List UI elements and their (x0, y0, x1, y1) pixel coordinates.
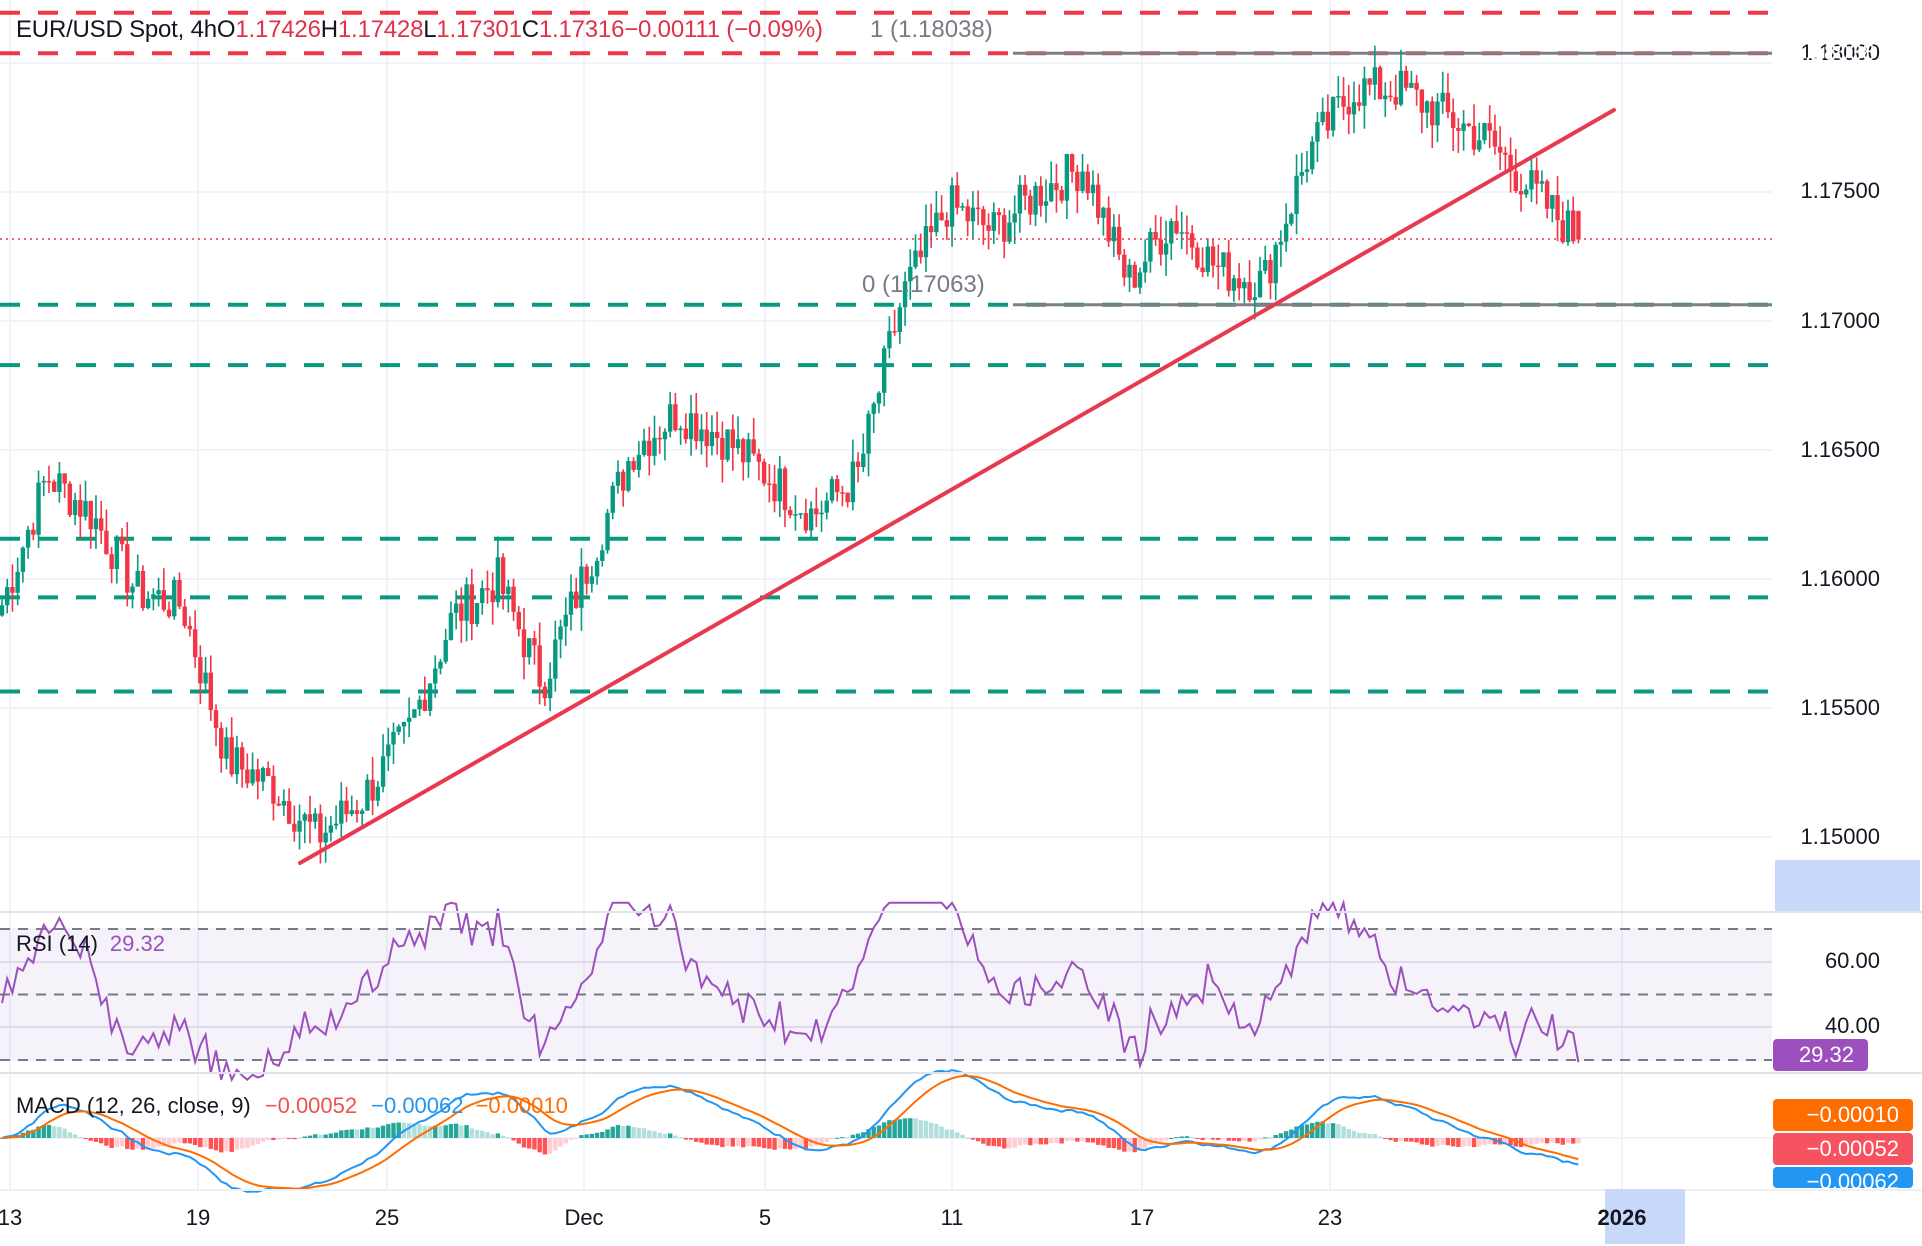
close-value: 1.17316 (538, 16, 625, 43)
change-value: −0.00111 (−0.09%) (624, 16, 823, 43)
rsi-value: 29.32 (109, 931, 165, 956)
time-tick: 25 (374, 1205, 400, 1230)
price-tick: 1.16000 (1800, 566, 1880, 591)
price-tick: 1.15000 (1800, 824, 1880, 849)
macd-title: MACD (12, 26, close, 9) (16, 1093, 251, 1118)
candlestick-series[interactable] (0, 45, 1581, 864)
low-key: L (423, 16, 437, 43)
price-tick: 1.17500 (1800, 178, 1880, 203)
high-value: 1.17428 (337, 16, 424, 43)
macd-histogram-tag: −0.00052 (1773, 1133, 1913, 1165)
macd-signal-tag: −0.00010 (1773, 1099, 1913, 1131)
close-key: C (521, 16, 539, 43)
low-value: 1.17301 (436, 16, 522, 43)
time-axis-highlight (1605, 1189, 1685, 1244)
time-tick: 5 (758, 1205, 772, 1230)
price-tick: 1.17000 (1800, 308, 1880, 333)
time-tick: 23 (1317, 1205, 1343, 1230)
trendline[interactable] (298, 108, 1616, 865)
price-tag-fib-1: 1.18038 (1791, 39, 1875, 65)
price-tick: 1.18000 (1800, 40, 1880, 65)
rsi-tick: 40.00 (1824, 1013, 1880, 1038)
price-axis-highlight (1775, 860, 1920, 911)
macd-signal-value: −0.00010 (475, 1093, 568, 1118)
price-tick: 1.16500 (1800, 437, 1880, 462)
fib-level-0-label: 0 (1.17063) (862, 271, 985, 298)
price-tag-support-1: 1.16829 (1791, 350, 1875, 376)
price-tag-fib-0: 1.17063 (1791, 290, 1875, 316)
rsi-tick: 60.00 (1824, 948, 1880, 973)
fib-level-1-label: 1 (1.18038) (870, 16, 993, 43)
price-tag-support-4: 1.15564 (1791, 675, 1875, 701)
time-tick: 11 (940, 1205, 964, 1230)
time-tick: 13 (0, 1205, 23, 1230)
rsi-legend[interactable]: RSI (14) 29.32 (16, 931, 165, 957)
time-tick: 17 (1129, 1205, 1155, 1230)
time-tick-year: 2026 (1597, 1205, 1647, 1230)
high-key: H (320, 16, 338, 43)
rsi-pane[interactable] (0, 899, 1772, 1083)
price-tag-resistance-1: 1.18195 (1791, 0, 1875, 25)
symbol-legend[interactable]: EUR/USD Spot, 4hO1.17426H1.17428L1.17301… (16, 16, 823, 44)
open-key: O (216, 16, 236, 43)
open-value: 1.17426 (235, 16, 321, 43)
time-tick: 19 (185, 1205, 211, 1230)
symbol-title: EUR/USD Spot, 4h (16, 16, 217, 43)
price-tag-last-price: 1.17316 (1791, 225, 1875, 251)
price-tag-support-2: 1.16156 (1791, 524, 1875, 550)
time-tick: Dec (564, 1205, 604, 1230)
macd-histogram-value: −0.00052 (264, 1093, 358, 1118)
macd-legend[interactable]: MACD (12, 26, close, 9) −0.00052 −0.00062−… (16, 1093, 568, 1119)
grid-lines (0, 0, 1772, 1190)
macd-pane[interactable] (0, 1069, 1581, 1193)
rsi-title: RSI (14) (16, 931, 98, 956)
macd-line-tag: −0.00062 (1773, 1167, 1913, 1188)
macd-line-value: −0.00062 (371, 1093, 464, 1118)
rsi-value-tag: 29.32 (1773, 1039, 1868, 1071)
price-tag-support-3: 1.15929 (1791, 584, 1875, 610)
price-tick: 1.15500 (1800, 695, 1880, 720)
